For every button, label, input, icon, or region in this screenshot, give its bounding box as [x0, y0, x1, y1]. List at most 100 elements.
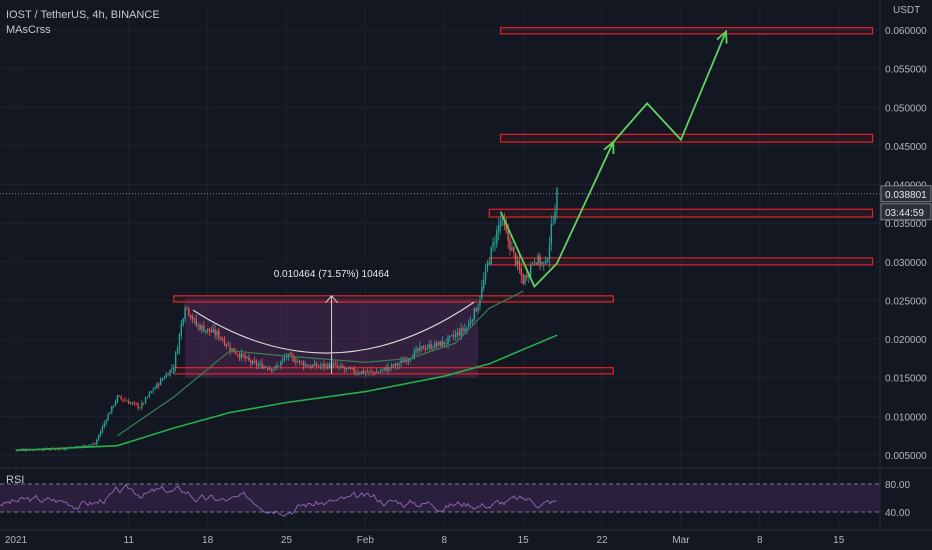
time-tick-3: 25: [281, 535, 293, 546]
candle-200: [390, 362, 393, 371]
candle-230: [447, 334, 449, 349]
candle-175: [344, 365, 346, 374]
candle-130: [259, 360, 261, 367]
candle-58: [124, 397, 126, 401]
candle-53: [114, 399, 117, 407]
candle-138: [274, 364, 276, 371]
candle-65: [137, 402, 139, 411]
candle-139: [276, 361, 278, 370]
candle-160: [315, 361, 318, 370]
candle-179: [351, 368, 353, 370]
candle-196: [383, 367, 385, 372]
grid: [0, 8, 880, 528]
candle-123: [246, 356, 248, 359]
candle-141: [280, 360, 282, 370]
rsi-line: [0, 483, 557, 517]
zone-2: [488, 257, 874, 266]
candle-277: [535, 262, 537, 265]
candle-128: [255, 359, 258, 370]
candle-246: [477, 303, 479, 314]
candle-197: [385, 364, 387, 372]
candle-276: [533, 257, 536, 266]
candle-287: [554, 204, 556, 224]
ma-line-1: [117, 290, 524, 437]
price-tick-0: 0.060000: [885, 26, 927, 37]
candle-256: [496, 225, 498, 249]
candle-239: [464, 323, 466, 334]
candle-242: [469, 316, 472, 326]
candle-71: [148, 390, 151, 399]
candle-271: [524, 274, 526, 286]
candle-198: [387, 362, 389, 375]
candle-63: [133, 401, 136, 407]
indicator-name[interactable]: MAsCrss: [6, 24, 51, 36]
candle-153: [302, 360, 305, 371]
candle-235: [456, 327, 459, 340]
candle-91: [186, 306, 188, 310]
candle-286: [552, 215, 554, 226]
candle-105: [212, 323, 214, 334]
candle-229: [445, 338, 447, 347]
candle-85: [174, 350, 177, 373]
candle-214: [417, 347, 419, 354]
candlesticks: [15, 187, 558, 452]
candle-43: [96, 438, 98, 446]
candle-234: [454, 329, 457, 341]
candle-283: [546, 257, 549, 264]
projection-path: [499, 31, 727, 289]
candle-186: [364, 370, 367, 378]
candle-94: [191, 314, 194, 323]
candle-122: [244, 352, 246, 363]
candle-203: [396, 362, 399, 370]
candle-76: [158, 382, 160, 390]
candle-46: [101, 424, 104, 434]
candle-146: [289, 351, 291, 356]
price-tick-2: 0.050000: [885, 103, 927, 114]
candle-113: [227, 340, 229, 347]
candle-88: [180, 320, 182, 340]
symbol-title[interactable]: IOST / TetherUS, 4h, BINANCE: [6, 9, 160, 21]
candle-96: [195, 314, 198, 327]
last-price-tag: 0.038801: [880, 185, 932, 203]
zone-4: [500, 133, 874, 143]
candle-140: [278, 365, 280, 367]
rsi-label[interactable]: RSI: [6, 474, 25, 486]
candle-221: [430, 340, 432, 350]
candle-213: [415, 345, 417, 356]
candle-150: [297, 358, 299, 363]
candle-148: [293, 353, 295, 363]
candle-51: [111, 405, 113, 414]
candle-250: [484, 263, 487, 285]
last-price-value: 0.038801: [885, 190, 927, 201]
candle-258: [499, 214, 502, 234]
candle-112: [225, 342, 228, 350]
candle-218: [424, 345, 427, 354]
time-tick-1: 11: [124, 535, 135, 546]
candle-202: [394, 362, 397, 370]
candle-162: [319, 362, 321, 370]
candle-199: [389, 367, 391, 372]
measure-tool[interactable]: 0.010464 (71.57%) 10464: [267, 261, 398, 374]
candle-207: [404, 357, 406, 363]
candle-56: [120, 395, 122, 401]
candle-169: [332, 361, 335, 368]
price-axis[interactable]: 0.0600000.0550000.0500000.0450000.040000…: [879, 0, 932, 530]
candle-247: [479, 295, 481, 312]
candle-119: [238, 351, 241, 362]
candle-154: [304, 360, 306, 368]
candle-217: [422, 345, 425, 350]
time-axis[interactable]: 2021 11 18 25 Feb 8 15 22 Mar 8 15: [0, 529, 932, 546]
rsi-panel: 80.00 40.00: [0, 467, 932, 519]
candle-103: [208, 328, 211, 337]
rsi-band: [0, 484, 880, 512]
candle-158: [312, 364, 314, 368]
candle-265: [513, 246, 515, 258]
candle-125: [250, 359, 252, 368]
candle-191: [374, 371, 376, 376]
candle-157: [310, 364, 312, 370]
candle-37: [84, 444, 87, 447]
measure-arrowhead: [325, 295, 338, 304]
candle-72: [150, 390, 152, 394]
zone-1: [173, 295, 614, 303]
